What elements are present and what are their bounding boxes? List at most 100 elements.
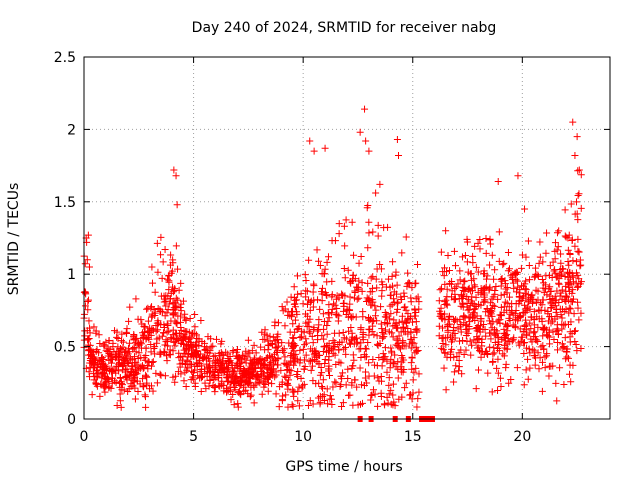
data-point	[112, 379, 120, 387]
data-point	[407, 335, 415, 343]
data-point	[525, 261, 533, 269]
data-point	[326, 372, 334, 380]
data-point	[169, 256, 177, 264]
data-point	[142, 344, 150, 352]
data-point	[283, 298, 291, 306]
data-point	[163, 309, 171, 317]
data-point	[544, 332, 552, 340]
data-point	[134, 315, 142, 323]
data-point	[565, 279, 573, 287]
data-point	[518, 251, 526, 259]
y-axis-label: SRMTID / TECUs	[6, 183, 22, 296]
data-point	[393, 281, 401, 289]
data-point	[461, 252, 469, 260]
data-point	[163, 357, 171, 365]
data-point	[266, 332, 274, 340]
data-point	[498, 275, 506, 283]
data-point	[506, 310, 514, 318]
data-point	[532, 264, 540, 272]
data-point	[510, 284, 518, 292]
data-point	[361, 344, 369, 352]
data-point	[439, 346, 447, 354]
data-point	[393, 299, 401, 307]
data-point	[507, 375, 515, 383]
data-point	[520, 339, 528, 347]
data-point	[538, 387, 546, 395]
data-point	[574, 304, 582, 312]
data-point	[310, 350, 318, 358]
data-point	[574, 216, 582, 224]
data-point	[282, 373, 290, 381]
data-point	[126, 303, 134, 311]
data-point	[167, 251, 175, 259]
data-point-peak	[361, 105, 369, 113]
data-point	[213, 335, 221, 343]
data-point	[530, 308, 538, 316]
data-point	[317, 288, 325, 296]
data-point	[341, 274, 349, 282]
data-point	[290, 334, 298, 342]
data-point	[174, 265, 182, 273]
data-point	[383, 393, 391, 401]
data-point	[544, 310, 552, 318]
data-point	[307, 366, 315, 374]
data-point	[118, 363, 126, 371]
data-point	[553, 397, 561, 405]
data-point	[118, 381, 126, 389]
data-point	[237, 377, 245, 385]
data-point	[515, 293, 523, 301]
data-point	[457, 320, 465, 328]
data-point	[161, 312, 169, 320]
data-point	[323, 278, 331, 286]
data-point	[547, 304, 555, 312]
data-point	[376, 261, 384, 269]
data-point	[161, 349, 169, 357]
data-point	[303, 287, 311, 295]
data-point	[471, 242, 479, 250]
data-point	[339, 369, 347, 377]
data-point	[321, 356, 329, 364]
data-point	[119, 338, 127, 346]
data-point	[290, 392, 298, 400]
data-point	[325, 301, 333, 309]
data-point	[485, 329, 493, 337]
data-point	[558, 314, 566, 322]
data-point	[143, 381, 151, 389]
data-point	[494, 386, 502, 394]
data-point	[340, 345, 348, 353]
data-point	[94, 373, 102, 381]
data-point	[526, 276, 534, 284]
data-point	[355, 294, 363, 302]
data-point	[93, 382, 101, 390]
data-point	[141, 393, 149, 401]
data-point	[305, 322, 313, 330]
data-point	[474, 335, 482, 343]
data-point-peak	[442, 227, 450, 235]
data-point	[340, 300, 348, 308]
data-point	[369, 298, 377, 306]
data-point	[102, 364, 110, 372]
data-point	[474, 288, 482, 296]
data-point	[562, 233, 570, 241]
data-point	[163, 320, 171, 328]
data-point	[440, 272, 448, 280]
data-point	[320, 325, 328, 333]
data-point	[388, 301, 396, 309]
data-point	[344, 374, 352, 382]
data-point-peak	[170, 166, 178, 174]
data-point	[304, 300, 312, 308]
data-point	[288, 401, 296, 409]
data-point	[445, 312, 453, 320]
data-point	[290, 294, 298, 302]
data-point	[130, 371, 138, 379]
data-point	[287, 367, 295, 375]
data-point	[315, 257, 323, 265]
data-point	[472, 325, 480, 333]
data-point	[351, 376, 359, 384]
data-point	[443, 323, 451, 331]
data-point	[565, 304, 573, 312]
data-point	[134, 355, 142, 363]
data-point	[250, 399, 258, 407]
data-point	[365, 315, 373, 323]
y-tick-label: 1	[67, 267, 76, 283]
